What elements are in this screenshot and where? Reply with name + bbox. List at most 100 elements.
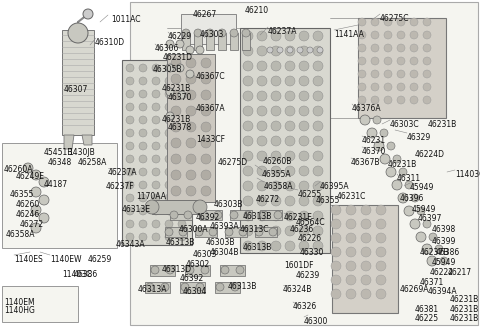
Circle shape [423,220,431,228]
Circle shape [178,181,186,189]
Circle shape [178,155,186,163]
Text: 46303: 46303 [193,250,217,259]
Circle shape [285,91,295,101]
Circle shape [126,129,134,137]
Circle shape [299,136,309,146]
Circle shape [39,195,49,205]
Circle shape [313,61,323,71]
Circle shape [358,18,366,26]
Text: 46260: 46260 [16,200,40,209]
Text: 46231: 46231 [362,136,386,145]
Circle shape [399,168,407,176]
Circle shape [126,233,134,241]
Text: 46231D: 46231D [163,53,193,62]
Circle shape [139,220,147,228]
Circle shape [139,64,147,72]
Circle shape [243,61,253,71]
Circle shape [39,177,49,187]
Circle shape [165,142,173,150]
Bar [150,265,175,276]
Circle shape [299,61,309,71]
Text: 1140EM: 1140EM [4,298,35,307]
Circle shape [171,74,181,84]
Circle shape [242,29,250,37]
Circle shape [152,194,160,202]
Circle shape [313,151,323,161]
Circle shape [346,289,356,299]
Circle shape [31,223,41,233]
Circle shape [346,233,356,243]
Circle shape [331,233,341,243]
Circle shape [201,154,211,164]
Text: 46313D: 46313D [162,265,192,274]
Circle shape [313,106,323,116]
Circle shape [139,194,147,202]
Circle shape [243,121,253,131]
Text: 46324B: 46324B [283,285,312,294]
Circle shape [358,57,366,65]
Text: 1140ES: 1140ES [14,255,43,264]
Text: 46378: 46378 [168,123,192,132]
Text: 46370: 46370 [362,147,386,156]
Text: 46313E: 46313E [122,205,151,214]
Circle shape [257,151,267,161]
Circle shape [417,207,425,215]
Text: 1170AA: 1170AA [136,192,166,201]
Circle shape [151,266,159,274]
Circle shape [285,196,295,206]
Circle shape [271,61,281,71]
Circle shape [410,44,418,52]
Circle shape [39,213,49,223]
Circle shape [380,129,388,137]
Circle shape [243,31,253,41]
Circle shape [201,138,211,148]
Circle shape [166,88,174,96]
Circle shape [410,31,418,39]
Text: 46355: 46355 [10,190,35,199]
Text: 11403C: 11403C [62,270,91,279]
Bar [167,54,215,202]
Circle shape [243,196,253,206]
Circle shape [423,44,431,52]
Text: 46367B: 46367B [351,158,381,167]
Circle shape [376,275,386,285]
Text: 46275C: 46275C [380,14,409,23]
Circle shape [313,136,323,146]
Circle shape [178,220,186,228]
Circle shape [214,211,222,219]
Circle shape [139,233,147,241]
Text: 46343A: 46343A [116,240,145,249]
Circle shape [367,128,377,138]
Circle shape [376,247,386,257]
Text: 46260A: 46260A [4,165,34,174]
Circle shape [179,228,187,236]
Text: 46210: 46210 [245,6,269,15]
Text: 46358A: 46358A [264,182,293,191]
Circle shape [423,83,431,91]
Circle shape [31,187,41,197]
Circle shape [139,181,147,189]
Circle shape [139,90,147,98]
Circle shape [397,44,405,52]
Circle shape [285,241,295,251]
Circle shape [152,64,160,72]
Circle shape [139,142,147,150]
Text: 46313C: 46313C [240,225,269,234]
Text: 46355A: 46355A [262,170,292,179]
Text: 46231B: 46231B [162,115,191,124]
Circle shape [429,233,437,241]
Circle shape [423,96,431,104]
Circle shape [257,226,267,236]
Circle shape [178,116,186,124]
Circle shape [376,289,386,299]
Circle shape [165,116,173,124]
Circle shape [178,207,186,215]
Bar [240,28,330,253]
Text: 46370: 46370 [168,93,192,102]
Circle shape [440,257,448,265]
Circle shape [331,289,341,299]
Text: 46313B: 46313B [166,238,195,247]
Text: 46236: 46236 [290,225,314,234]
Circle shape [126,103,134,111]
Circle shape [178,129,186,137]
